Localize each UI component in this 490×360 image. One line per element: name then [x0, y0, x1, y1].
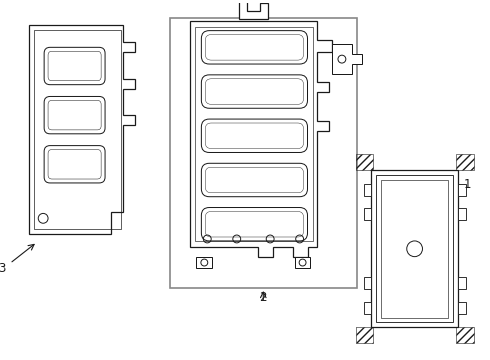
- Bar: [364, 302, 371, 314]
- FancyBboxPatch shape: [44, 47, 105, 85]
- Polygon shape: [190, 21, 332, 257]
- Bar: [458, 302, 466, 314]
- Polygon shape: [239, 1, 268, 19]
- Bar: [364, 184, 371, 196]
- FancyBboxPatch shape: [201, 163, 308, 197]
- Bar: [458, 277, 466, 289]
- Text: 3: 3: [0, 262, 5, 275]
- Bar: [456, 154, 473, 170]
- FancyBboxPatch shape: [201, 119, 308, 153]
- Polygon shape: [294, 257, 311, 269]
- Bar: [356, 327, 373, 343]
- Polygon shape: [170, 18, 357, 288]
- Polygon shape: [371, 170, 458, 327]
- Bar: [364, 208, 371, 220]
- Polygon shape: [29, 25, 135, 234]
- FancyBboxPatch shape: [44, 145, 105, 183]
- Bar: [458, 208, 466, 220]
- FancyBboxPatch shape: [201, 207, 308, 241]
- FancyBboxPatch shape: [201, 75, 308, 108]
- Polygon shape: [332, 44, 362, 74]
- Text: 1: 1: [464, 179, 471, 192]
- FancyBboxPatch shape: [44, 96, 105, 134]
- Bar: [364, 277, 371, 289]
- Bar: [356, 154, 373, 170]
- Text: 2: 2: [260, 292, 267, 305]
- FancyBboxPatch shape: [201, 31, 308, 64]
- Bar: [456, 327, 473, 343]
- Polygon shape: [196, 257, 212, 269]
- Bar: [458, 184, 466, 196]
